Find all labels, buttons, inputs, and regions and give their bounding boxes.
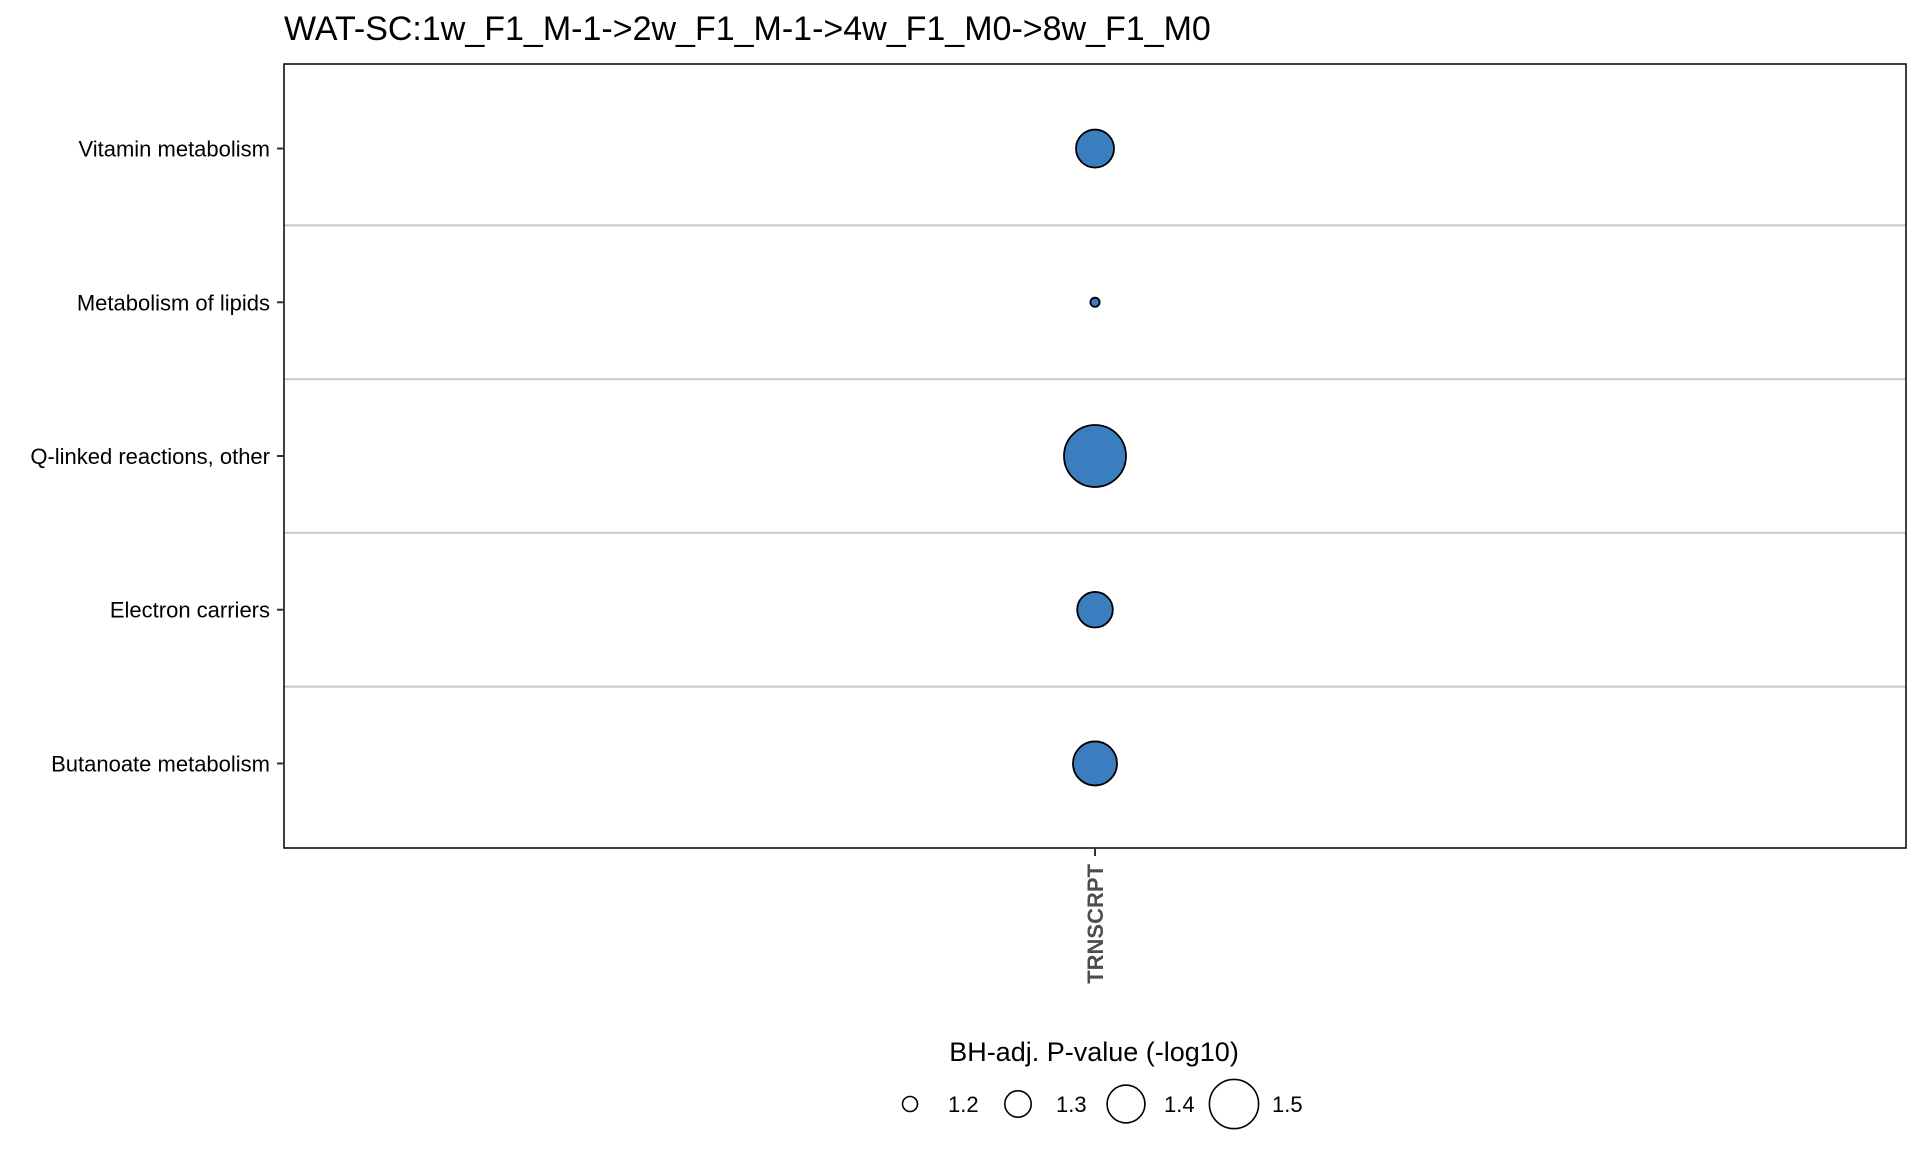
y-tick-label: Metabolism of lipids: [77, 290, 270, 315]
grid-lines: [284, 224, 1906, 688]
y-tick-label: Electron carriers: [110, 598, 270, 623]
legend-label: 1.2: [948, 1092, 979, 1117]
x-tick-label: TRNSCRPT: [1083, 863, 1108, 983]
data-point: [1075, 128, 1115, 169]
legend-key: [1003, 1090, 1032, 1119]
legend-title: BH-adj. P-value (-log10): [949, 1037, 1239, 1067]
y-tick-label: Vitamin metabolism: [78, 137, 270, 162]
y-axis: Vitamin metabolism Metabolism of lipids Q-…: [30, 137, 284, 776]
legend-key: [901, 1095, 919, 1113]
data-point: [1072, 740, 1118, 787]
y-tick-label: Butanoate metabolism: [51, 751, 270, 776]
legend-label: 1.4: [1164, 1092, 1195, 1117]
data-points: [1063, 128, 1127, 787]
chart-title: WAT-SC:1w_F1_M-1->2w_F1_M-1->4w_F1_M0->8…: [284, 10, 1211, 48]
legend-key: [1208, 1078, 1260, 1130]
data-point: [1063, 424, 1127, 488]
data-point: [1089, 296, 1101, 308]
data-point: [1076, 591, 1114, 629]
legend-label: 1.3: [1056, 1092, 1087, 1117]
x-axis: TRNSCRPT: [1083, 848, 1108, 984]
size-legend: BH-adj. P-value (-log10) 1.2 1.3 1.4 1.5: [901, 1037, 1303, 1130]
legend-label: 1.5: [1272, 1092, 1303, 1117]
y-tick-label: Q-linked reactions, other: [30, 444, 270, 469]
legend-key: [1106, 1084, 1146, 1124]
